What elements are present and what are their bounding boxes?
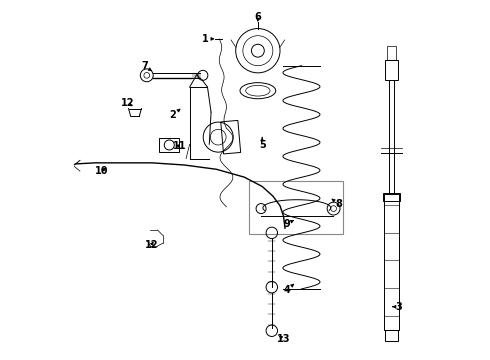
Text: 1: 1: [202, 34, 214, 44]
Bar: [385, 60, 398, 80]
Text: 10: 10: [95, 166, 108, 176]
Text: 12: 12: [121, 98, 135, 108]
Text: 8: 8: [332, 199, 342, 209]
Text: 2: 2: [170, 109, 180, 120]
Text: 9: 9: [284, 219, 294, 229]
Text: 13: 13: [277, 334, 291, 344]
Bar: [384, 194, 399, 330]
Text: 11: 11: [173, 141, 187, 151]
Bar: [387, 46, 396, 60]
Bar: [389, 80, 394, 194]
Text: 6: 6: [254, 13, 261, 22]
Text: 4: 4: [284, 284, 294, 295]
Text: 5: 5: [259, 137, 266, 150]
Text: 3: 3: [392, 302, 402, 312]
Text: 7: 7: [142, 62, 151, 71]
Text: 12: 12: [145, 240, 158, 250]
Bar: [248, 181, 343, 234]
Bar: [383, 193, 400, 202]
Bar: [221, 120, 241, 154]
Bar: [159, 138, 179, 152]
Bar: [385, 330, 398, 341]
